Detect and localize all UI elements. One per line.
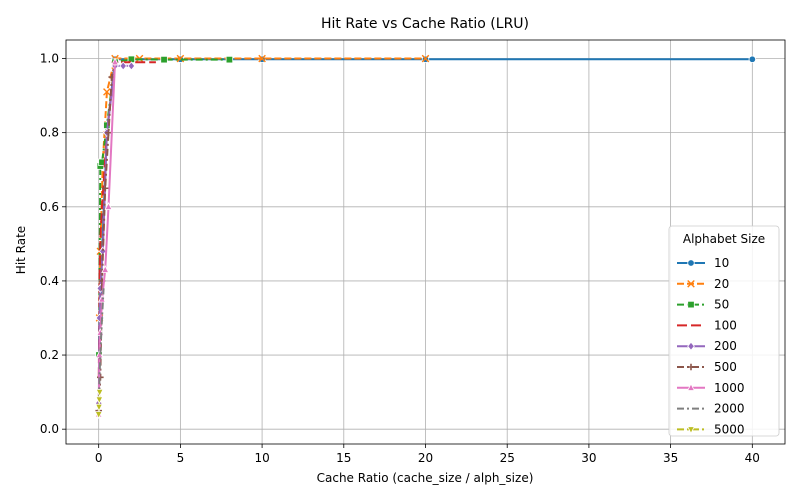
x-tick-label: 35 [663, 451, 678, 465]
data-point [421, 54, 430, 63]
series-20 [95, 54, 430, 322]
series-line-100 [97, 61, 156, 378]
data-point [258, 54, 266, 63]
x-tick-label: 40 [745, 451, 760, 465]
data-point [176, 54, 185, 63]
series-2000 [97, 288, 105, 415]
legend-label: 200 [714, 339, 737, 353]
legend-item-100: 100 [677, 318, 737, 332]
x-tick-label: 0 [95, 451, 103, 465]
legend-marker [687, 383, 695, 391]
y-tick-label: 1.0 [40, 52, 59, 66]
series-line-2000 [97, 288, 105, 415]
data-point [104, 201, 113, 210]
y-tick-label: 0.0 [40, 422, 59, 436]
data-point [95, 396, 104, 405]
legend-marker [687, 426, 695, 435]
data-point [94, 411, 103, 420]
x-tick-label: 20 [418, 451, 433, 465]
x-tick-label: 15 [336, 451, 351, 465]
series-line-10 [99, 58, 753, 319]
data-point [225, 55, 234, 64]
x-tick-label: 10 [254, 451, 269, 465]
legend-label: 20 [714, 277, 729, 291]
legend-marker [687, 259, 695, 267]
data-point [103, 88, 111, 96]
series-10 [96, 55, 757, 322]
legend-item-500: 500 [677, 360, 737, 374]
y-tick-label: 0.8 [40, 126, 59, 140]
x-tick-label: 25 [500, 451, 515, 465]
y-tick-label: 0.4 [40, 274, 59, 288]
legend-label: 5000 [714, 422, 745, 436]
legend-item-20: 20 [677, 277, 729, 291]
chart-title: Hit Rate vs Cache Ratio (LRU) [321, 16, 529, 32]
legend-title: Alphabet Size [683, 232, 765, 246]
x-tick-label: 30 [581, 451, 596, 465]
y-tick-label: 0.2 [40, 348, 59, 362]
legend-marker [687, 341, 695, 351]
data-point [127, 61, 136, 71]
x-axis-label: Cache Ratio (cache_size / alph_size) [317, 471, 534, 485]
data-point [105, 129, 112, 136]
legend-label: 500 [714, 360, 737, 374]
legend-label: 2000 [714, 402, 745, 416]
data-point [111, 57, 119, 66]
legend-box [668, 225, 780, 437]
data-point [160, 55, 168, 64]
y-axis-label: Hit Rate [14, 226, 28, 274]
legend-marker [687, 280, 695, 288]
series-100 [97, 61, 156, 378]
data-point [95, 389, 104, 397]
legend-label: 10 [714, 256, 729, 270]
series-line-20 [98, 57, 426, 319]
legend-item-5000: 5000 [677, 422, 745, 436]
data-point [119, 61, 128, 71]
grid [66, 40, 785, 444]
legend-item-2000: 2000 [677, 402, 745, 416]
data-point [101, 265, 110, 273]
data-point [748, 55, 757, 63]
series-layer [94, 54, 757, 420]
series-5000 [94, 389, 104, 420]
legend-item-200: 200 [677, 339, 737, 353]
legend-item-1000: 1000 [677, 381, 745, 395]
y-tick-label: 0.6 [40, 200, 59, 214]
legend-label: 50 [714, 298, 729, 312]
legend-item-10: 10 [677, 256, 729, 270]
data-point [95, 403, 103, 412]
legend-marker [687, 300, 695, 309]
legend-label: 100 [714, 318, 737, 332]
x-tick-label: 5 [177, 451, 185, 465]
ticks: 0 5 10 15 20 25 30 35 40 0.0 0.2 0.4 0.6 0.8 1.0 [40, 52, 760, 465]
legend: Alphabet Size 10 20 50 100 200 500 1000 2000 5000 [668, 225, 780, 437]
legend-item-50: 50 [677, 298, 729, 312]
legend-marker [687, 363, 695, 371]
legend-label: 1000 [714, 381, 745, 395]
data-point [101, 184, 109, 192]
